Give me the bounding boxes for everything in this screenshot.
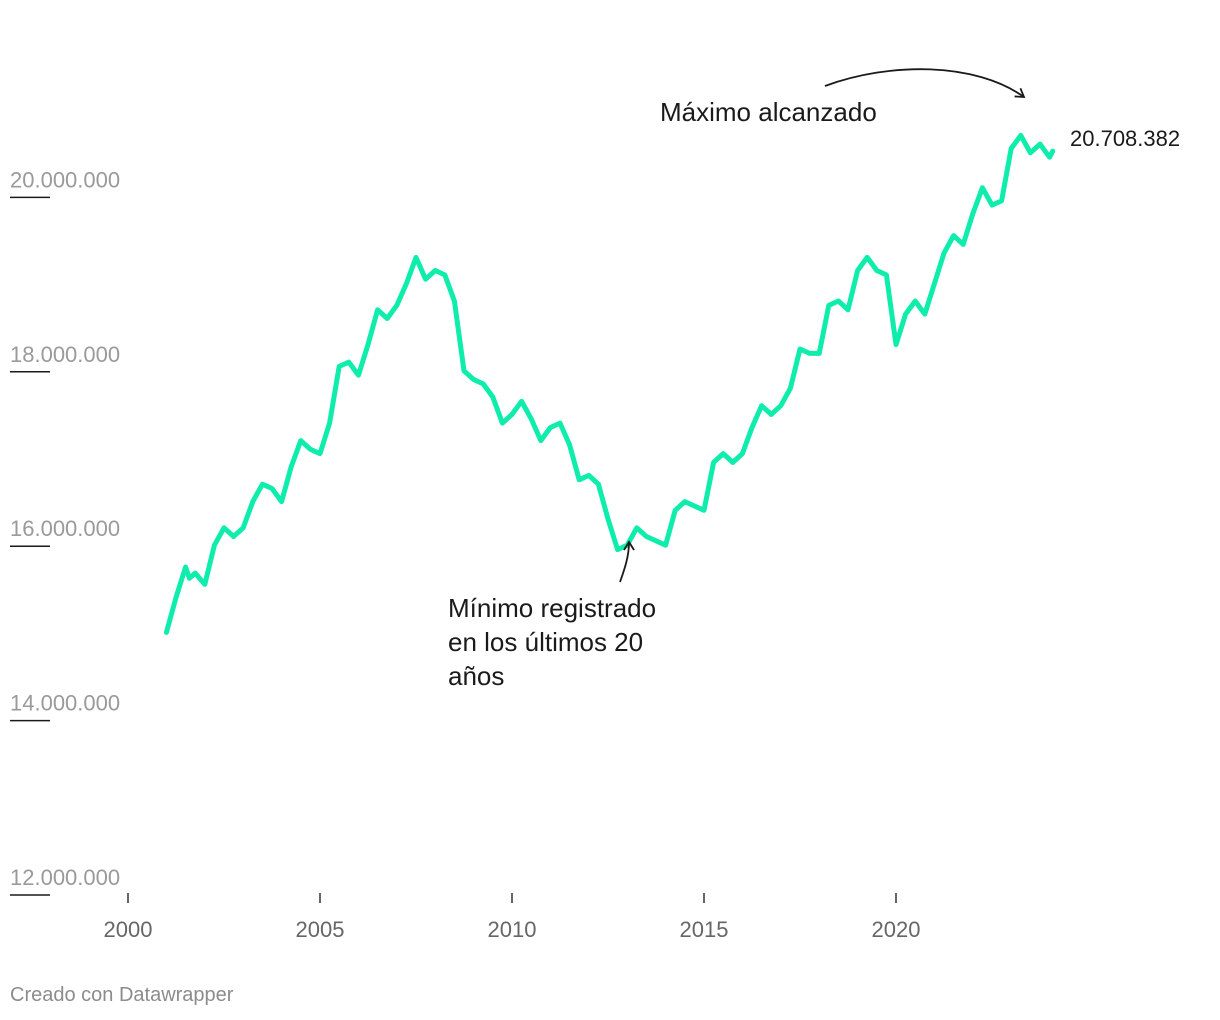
x-tick-label: 2020	[872, 917, 921, 942]
max-annotation: Máximo alcanzado	[660, 97, 877, 127]
line-chart: 12.000.000 14.000.000 16.000.000 18.000.000…	[10, 68, 1180, 942]
x-tick-label: 2015	[680, 917, 729, 942]
y-tick-label: 14.000.000	[10, 691, 120, 716]
y-tick-label: 16.000.000	[10, 516, 120, 541]
max-annotation-arrow	[824, 68, 1026, 98]
y-tick-label: 12.000.000	[10, 865, 120, 890]
series-line	[163, 132, 1056, 635]
x-axis: 2000 2005 2010 2015 2020	[104, 893, 921, 942]
min-annotation-arrow	[619, 540, 635, 583]
min-annotation-line-3: años	[448, 661, 504, 691]
credit-footer: Creado con Datawrapper	[10, 984, 234, 1006]
y-axis: 12.000.000 14.000.000 16.000.000 18.000.000…	[10, 167, 120, 896]
y-tick-label: 18.000.000	[10, 342, 120, 367]
min-annotation-line-2: en los últimos 20	[448, 627, 643, 657]
y-tick-label: 20.000.000	[10, 167, 120, 192]
end-value-label: 20.708.382	[1070, 126, 1180, 151]
min-annotation-line-1: Mínimo registrado	[448, 593, 656, 623]
x-tick-label: 2010	[488, 917, 537, 942]
series-layer	[163, 132, 1056, 635]
x-tick-label: 2005	[296, 917, 345, 942]
x-tick-label: 2000	[104, 917, 153, 942]
